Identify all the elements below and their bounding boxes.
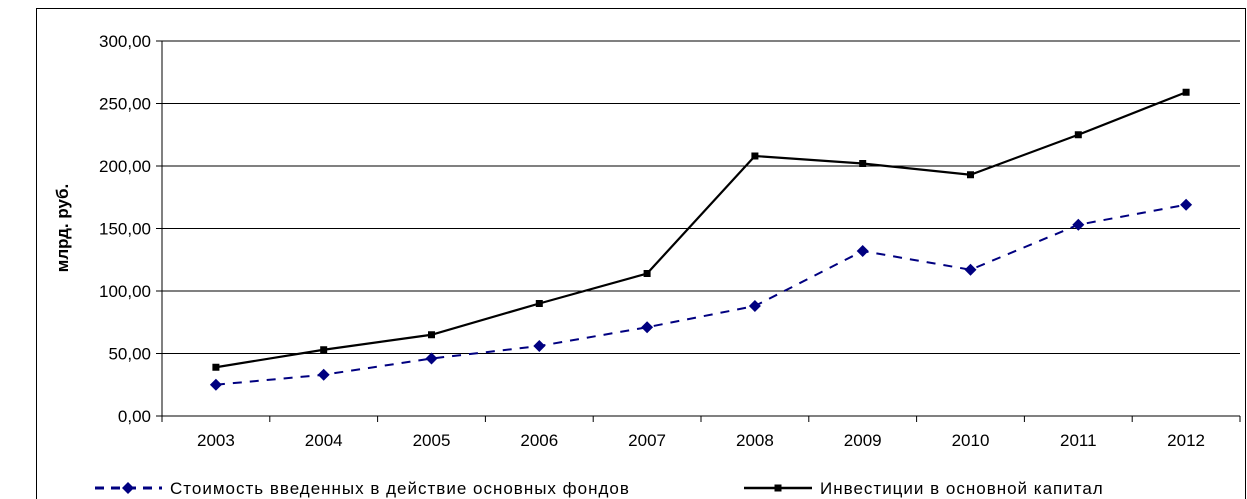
data-point-series-2 bbox=[428, 331, 435, 339]
axes-layer: 0,00 50,00 100,00 150,00 200,00 250,00 300,00 2… bbox=[99, 32, 1241, 450]
y-tick-label: 0,00 bbox=[118, 407, 151, 426]
x-tick-label: 2006 bbox=[520, 431, 558, 450]
chart-frame bbox=[36, 8, 1246, 499]
data-point-series-1 bbox=[533, 340, 546, 352]
y-tick-label: 200,00 bbox=[99, 157, 151, 176]
data-point-series-2 bbox=[751, 152, 759, 160]
data-point-series-1 bbox=[748, 300, 761, 312]
legend-label-series-1: Стоимость введенных в действие основных … bbox=[170, 479, 630, 498]
data-point-series-2 bbox=[535, 300, 543, 307]
data-point-series-1 bbox=[209, 378, 222, 391]
y-tick-label: 250,00 bbox=[99, 95, 151, 114]
data-point-series-1 bbox=[1072, 218, 1085, 231]
data-point-series-2 bbox=[643, 270, 651, 277]
y-tick-label: 100,00 bbox=[99, 282, 151, 301]
data-point-series-2 bbox=[320, 346, 328, 354]
data-point-series-1 bbox=[964, 263, 977, 276]
x-tick-label: 2005 bbox=[413, 431, 451, 450]
x-tick-label: 2009 bbox=[844, 431, 882, 450]
data-point-series-2 bbox=[859, 160, 867, 167]
data-point-series-2 bbox=[1182, 88, 1190, 96]
x-tick-label: 2007 bbox=[628, 431, 666, 450]
y-axis-label: млрд. руб. bbox=[53, 184, 72, 272]
y-tick-label: 50,00 bbox=[108, 345, 151, 364]
x-tick-label: 2003 bbox=[197, 431, 235, 450]
x-tick-label: 2008 bbox=[736, 431, 774, 450]
legend-marker-series-2 bbox=[774, 484, 782, 492]
data-point-series-1 bbox=[425, 352, 438, 365]
legend-label-series-2: Инвестиции в основной капитал bbox=[820, 479, 1104, 498]
data-point-series-2 bbox=[967, 171, 974, 179]
x-tick-label: 2012 bbox=[1167, 431, 1205, 450]
legend: Стоимость введенных в действие основных … bbox=[95, 479, 1104, 498]
series-layer bbox=[209, 88, 1193, 391]
data-point-series-1 bbox=[641, 321, 654, 334]
series-line-1 bbox=[215, 203, 1187, 386]
series-line-2 bbox=[215, 91, 1187, 369]
x-tick-label: 2004 bbox=[305, 431, 343, 450]
data-point-series-2 bbox=[212, 363, 220, 371]
y-tick-label: 300,00 bbox=[99, 32, 151, 51]
data-point-series-1 bbox=[856, 245, 869, 257]
grid-layer bbox=[162, 40, 1240, 354]
data-point-series-1 bbox=[1180, 198, 1193, 211]
x-tick-label: 2011 bbox=[1060, 431, 1097, 450]
y-tick-label: 150,00 bbox=[99, 220, 151, 239]
data-point-series-1 bbox=[317, 368, 330, 381]
data-point-series-2 bbox=[1074, 131, 1082, 139]
legend-marker-series-1 bbox=[122, 482, 134, 494]
x-tick-label: 2010 bbox=[952, 431, 990, 450]
